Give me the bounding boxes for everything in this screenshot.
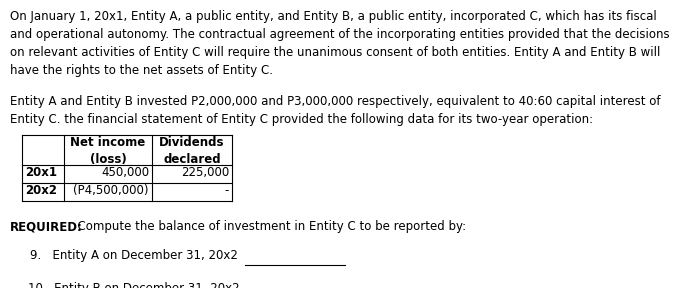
Text: (loss): (loss) bbox=[89, 153, 126, 166]
Text: Entity A and Entity B invested P2,000,000 and P3,000,000 respectively, equivalen: Entity A and Entity B invested P2,000,00… bbox=[10, 95, 660, 108]
Text: 10.  Entity B on December 31, 20x2: 10. Entity B on December 31, 20x2 bbox=[28, 282, 240, 288]
Text: and operational autonomy. The contractual agreement of the incorporating entitie: and operational autonomy. The contractua… bbox=[10, 28, 670, 41]
Text: 9.   Entity A on December 31, 20x2: 9. Entity A on December 31, 20x2 bbox=[30, 249, 238, 262]
Text: have the rights to the net assets of Entity C.: have the rights to the net assets of Ent… bbox=[10, 64, 273, 77]
Text: on relevant activities of Entity C will require the unanimous consent of both en: on relevant activities of Entity C will … bbox=[10, 46, 660, 59]
Text: declared: declared bbox=[164, 153, 221, 166]
Text: Net income: Net income bbox=[70, 136, 146, 149]
Text: REQUIRED:: REQUIRED: bbox=[10, 220, 83, 234]
Text: Entity C. the financial statement of Entity C provided the following data for it: Entity C. the financial statement of Ent… bbox=[10, 113, 593, 126]
Text: On January 1, 20x1, Entity A, a public entity, and Entity B, a public entity, in: On January 1, 20x1, Entity A, a public e… bbox=[10, 10, 657, 23]
Text: -: - bbox=[225, 183, 229, 197]
Text: 20x2: 20x2 bbox=[25, 183, 57, 197]
Text: (P4,500,000): (P4,500,000) bbox=[74, 183, 149, 197]
Text: Compute the balance of investment in Entity C to be reported by:: Compute the balance of investment in Ent… bbox=[70, 220, 466, 234]
Text: 20x1: 20x1 bbox=[25, 166, 57, 179]
Text: 450,000: 450,000 bbox=[101, 166, 149, 179]
Text: 225,000: 225,000 bbox=[181, 166, 229, 179]
Text: Dividends: Dividends bbox=[159, 136, 225, 149]
